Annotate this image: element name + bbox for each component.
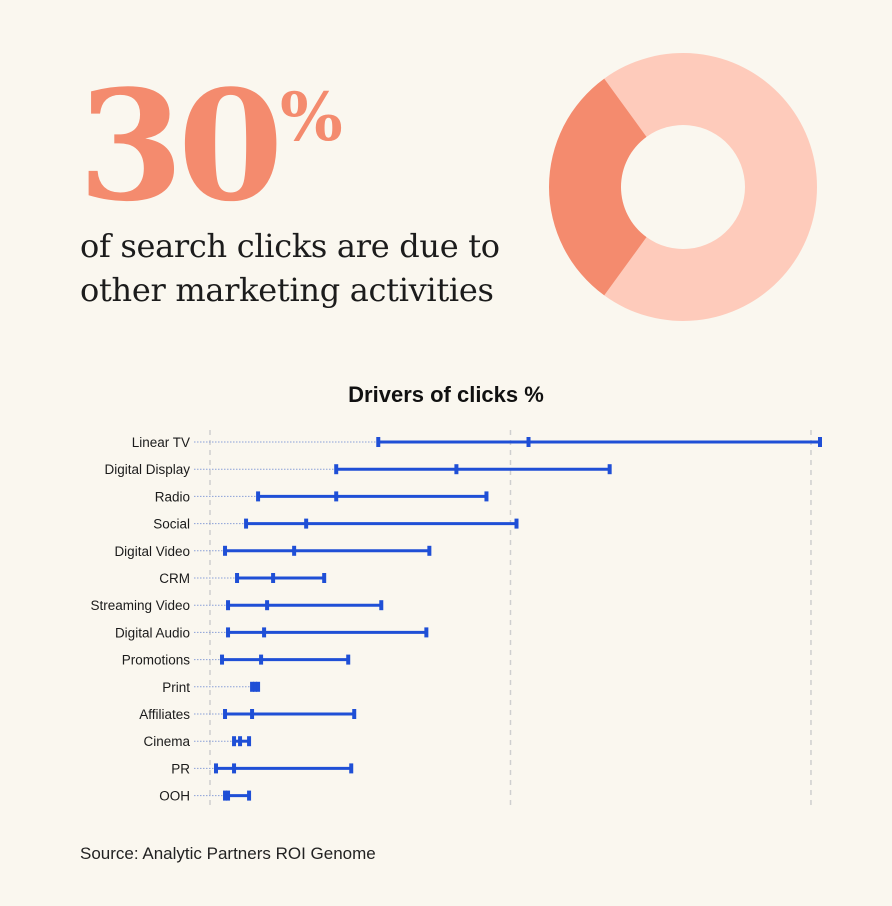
category-label: Linear TV	[132, 435, 190, 450]
range-mid-tick	[226, 790, 231, 801]
category-label: CRM	[159, 571, 190, 586]
range-mid-tick	[292, 545, 297, 556]
donut-chart	[549, 53, 817, 322]
range-mid-tick	[253, 681, 258, 692]
range-high-tick	[256, 681, 261, 692]
range-high-tick	[247, 790, 252, 801]
range-low-tick	[334, 464, 339, 475]
category-label: Radio	[155, 489, 190, 504]
category-label: Digital Video	[114, 544, 190, 559]
range-row: Digital Video	[114, 544, 432, 559]
range-low-tick	[223, 790, 228, 801]
range-mid-tick	[526, 437, 531, 447]
range-row: PR	[171, 761, 354, 776]
headline-stat: 30 %	[78, 70, 343, 222]
range-low-tick	[250, 681, 255, 692]
range-row: Linear TV	[132, 435, 822, 450]
range-low-tick	[223, 709, 228, 719]
chart-title: Drivers of clicks %	[348, 382, 544, 407]
range-low-tick	[220, 654, 225, 665]
range-low-tick	[226, 627, 231, 638]
range-mid-tick	[259, 654, 264, 665]
range-row: Promotions	[122, 653, 351, 668]
range-row: Radio	[155, 489, 489, 504]
range-low-tick	[232, 736, 237, 747]
range-row: Affiliates	[139, 707, 357, 722]
range-high-tick	[352, 709, 357, 719]
range-low-tick	[376, 437, 381, 447]
range-mid-tick	[238, 736, 243, 747]
stat-unit: %	[280, 78, 343, 156]
range-mid-tick	[271, 573, 276, 583]
range-high-tick	[349, 763, 354, 774]
range-high-tick	[322, 573, 327, 583]
range-mid-tick	[265, 600, 270, 611]
headline-line-2: other marketing activities	[80, 271, 494, 309]
range-row: Digital Audio	[115, 625, 429, 640]
range-row: Social	[153, 517, 519, 532]
range-row: CRM	[159, 571, 327, 586]
range-mid-tick	[304, 518, 309, 529]
range-mid-tick	[334, 491, 339, 502]
range-low-tick	[235, 573, 240, 583]
range-high-tick	[346, 654, 351, 665]
range-row: Print	[162, 680, 261, 695]
range-high-tick	[607, 464, 612, 475]
range-low-tick	[214, 763, 219, 774]
range-high-tick	[514, 518, 519, 529]
range-low-tick	[244, 518, 249, 529]
category-label: Digital Audio	[115, 625, 190, 640]
range-high-tick	[424, 627, 429, 638]
category-label: Cinema	[143, 734, 190, 749]
range-high-tick	[818, 437, 822, 447]
donut-slice-rest	[604, 53, 817, 322]
category-label: Print	[162, 680, 190, 695]
category-label: Social	[153, 517, 190, 532]
donut-slice-highlight	[549, 78, 647, 296]
category-label: OOH	[159, 789, 190, 804]
category-label: PR	[171, 761, 190, 776]
range-high-tick	[484, 491, 489, 502]
range-mid-tick	[232, 763, 237, 774]
range-low-tick	[226, 600, 231, 611]
range-high-tick	[379, 600, 384, 611]
range-row: Streaming Video	[90, 598, 384, 613]
range-low-tick	[256, 491, 261, 502]
range-low-tick	[223, 545, 228, 556]
category-label: Affiliates	[139, 707, 190, 722]
headline-text: of search clicks are due to other market…	[80, 224, 530, 312]
range-row: Digital Display	[104, 462, 612, 477]
headline-line-1: of search clicks are due to	[80, 227, 500, 265]
range-mid-tick	[454, 464, 459, 475]
category-label: Promotions	[122, 653, 191, 668]
range-mid-tick	[262, 627, 267, 638]
range-high-tick	[427, 545, 432, 556]
range-mid-tick	[250, 709, 255, 719]
source-note: Source: Analytic Partners ROI Genome	[80, 844, 376, 863]
range-row: Cinema	[143, 734, 252, 749]
category-label: Streaming Video	[90, 598, 190, 613]
category-label: Digital Display	[104, 462, 190, 477]
range-row: OOH	[159, 789, 252, 804]
range-high-tick	[247, 736, 252, 747]
stat-value: 30	[78, 56, 284, 235]
